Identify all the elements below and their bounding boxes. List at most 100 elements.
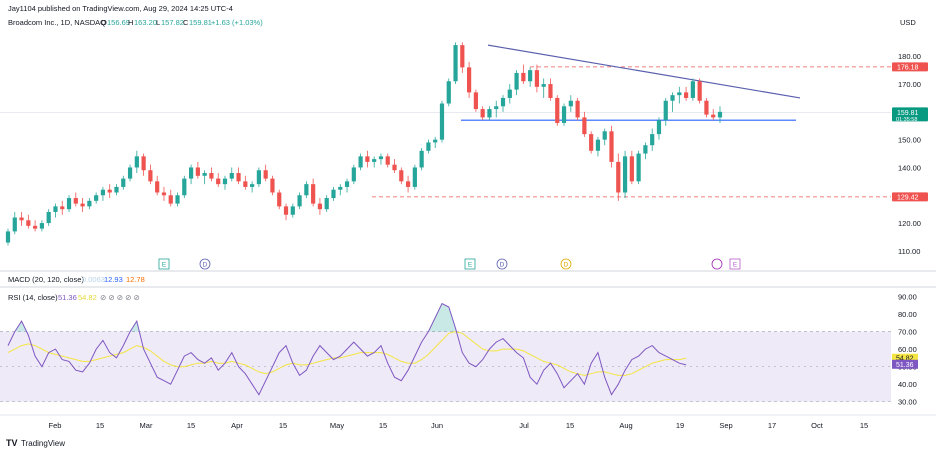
- candle[interactable]: [663, 97, 668, 126]
- candle[interactable]: [548, 78, 553, 101]
- candle[interactable]: [582, 111, 587, 137]
- candle[interactable]: [107, 184, 112, 199]
- candle[interactable]: [609, 125, 614, 168]
- candle[interactable]: [236, 167, 241, 185]
- candle[interactable]: [168, 189, 173, 207]
- candle[interactable]: [209, 167, 214, 182]
- candle[interactable]: [704, 97, 709, 118]
- candle[interactable]: [405, 175, 411, 193]
- candle[interactable]: [175, 192, 180, 207]
- candle[interactable]: [467, 61, 472, 98]
- candle[interactable]: [161, 186, 167, 201]
- candle[interactable]: [385, 153, 390, 168]
- candle[interactable]: [195, 161, 200, 179]
- candle[interactable]: [114, 184, 119, 196]
- event-marker[interactable]: E: [729, 258, 741, 270]
- candle[interactable]: [73, 192, 78, 207]
- candle[interactable]: [453, 42, 458, 85]
- candle[interactable]: [182, 175, 187, 199]
- candle[interactable]: [555, 95, 560, 126]
- candle[interactable]: [80, 198, 85, 212]
- candle[interactable]: [311, 178, 316, 207]
- candle[interactable]: [568, 95, 573, 112]
- price-axis[interactable]: 110.00120.00130.00140.00150.00160.00170.…: [898, 52, 921, 256]
- candle[interactable]: [297, 192, 302, 210]
- candle[interactable]: [595, 136, 601, 157]
- candle[interactable]: [304, 181, 309, 199]
- candle[interactable]: [222, 175, 228, 190]
- candle[interactable]: [127, 164, 133, 182]
- candle[interactable]: [317, 198, 323, 215]
- candle[interactable]: [229, 167, 234, 182]
- candle[interactable]: [650, 128, 655, 151]
- candle[interactable]: [283, 203, 289, 221]
- candle[interactable]: [439, 100, 445, 143]
- candle[interactable]: [324, 195, 329, 212]
- candle[interactable]: [155, 175, 160, 196]
- candle[interactable]: [541, 78, 546, 98]
- candle[interactable]: [66, 195, 72, 212]
- event-marker[interactable]: D: [199, 258, 211, 270]
- candle[interactable]: [270, 175, 275, 196]
- candle[interactable]: [487, 106, 492, 121]
- candle[interactable]: [629, 150, 634, 185]
- candle[interactable]: [121, 175, 126, 190]
- candle[interactable]: [331, 186, 336, 201]
- candle[interactable]: [589, 131, 594, 154]
- candle[interactable]: [643, 142, 648, 160]
- candle[interactable]: [717, 106, 723, 123]
- candle[interactable]: [514, 70, 519, 96]
- candle[interactable]: [426, 139, 431, 154]
- candle[interactable]: [141, 153, 146, 176]
- descending-trendline[interactable]: [487, 44, 801, 99]
- candle[interactable]: [290, 203, 295, 218]
- candle[interactable]: [250, 181, 255, 193]
- candle[interactable]: [188, 164, 194, 185]
- candle[interactable]: [507, 84, 512, 104]
- candle[interactable]: [561, 103, 567, 126]
- rsi-settings-icons[interactable]: ⊘ ⊘ ⊘ ⊘ ⊘: [100, 293, 140, 302]
- event-marker[interactable]: D: [560, 258, 572, 270]
- candle[interactable]: [412, 164, 417, 190]
- candle[interactable]: [392, 159, 397, 174]
- candle[interactable]: [216, 173, 221, 187]
- candle[interactable]: [263, 164, 268, 182]
- candle[interactable]: [528, 67, 533, 87]
- candle[interactable]: [202, 170, 207, 185]
- candle[interactable]: [419, 148, 424, 171]
- candle[interactable]: [365, 150, 370, 168]
- candle[interactable]: [378, 153, 384, 165]
- candle[interactable]: [256, 167, 261, 187]
- candle[interactable]: [5, 228, 11, 246]
- candle[interactable]: [683, 86, 689, 101]
- time-axis[interactable]: Feb 15 Mar 15 Apr 15 May 15 Jun Jul 15 Aug 19 Sep 17 Oc…: [49, 421, 869, 430]
- event-marker[interactable]: E: [464, 258, 476, 270]
- candle[interactable]: [344, 178, 350, 193]
- candle[interactable]: [636, 150, 641, 185]
- candle[interactable]: [460, 42, 465, 73]
- candle[interactable]: [656, 117, 662, 140]
- candle[interactable]: [534, 64, 540, 93]
- candle[interactable]: [500, 95, 506, 112]
- candle[interactable]: [60, 200, 65, 215]
- event-marker[interactable]: D: [496, 258, 508, 270]
- candle[interactable]: [39, 220, 45, 232]
- candle[interactable]: [446, 78, 451, 107]
- candle[interactable]: [677, 86, 682, 104]
- candle[interactable]: [372, 156, 377, 168]
- candle[interactable]: [473, 89, 478, 112]
- candle[interactable]: [616, 153, 621, 201]
- candle[interactable]: [33, 220, 38, 232]
- candle[interactable]: [87, 198, 92, 210]
- candle[interactable]: [670, 92, 675, 112]
- candle[interactable]: [711, 109, 716, 121]
- candle[interactable]: [399, 167, 404, 185]
- candle[interactable]: [602, 128, 607, 146]
- split-icon[interactable]: [711, 258, 723, 270]
- candle[interactable]: [521, 64, 526, 85]
- candle[interactable]: [94, 192, 99, 204]
- candle[interactable]: [622, 150, 628, 199]
- candle[interactable]: [243, 175, 248, 190]
